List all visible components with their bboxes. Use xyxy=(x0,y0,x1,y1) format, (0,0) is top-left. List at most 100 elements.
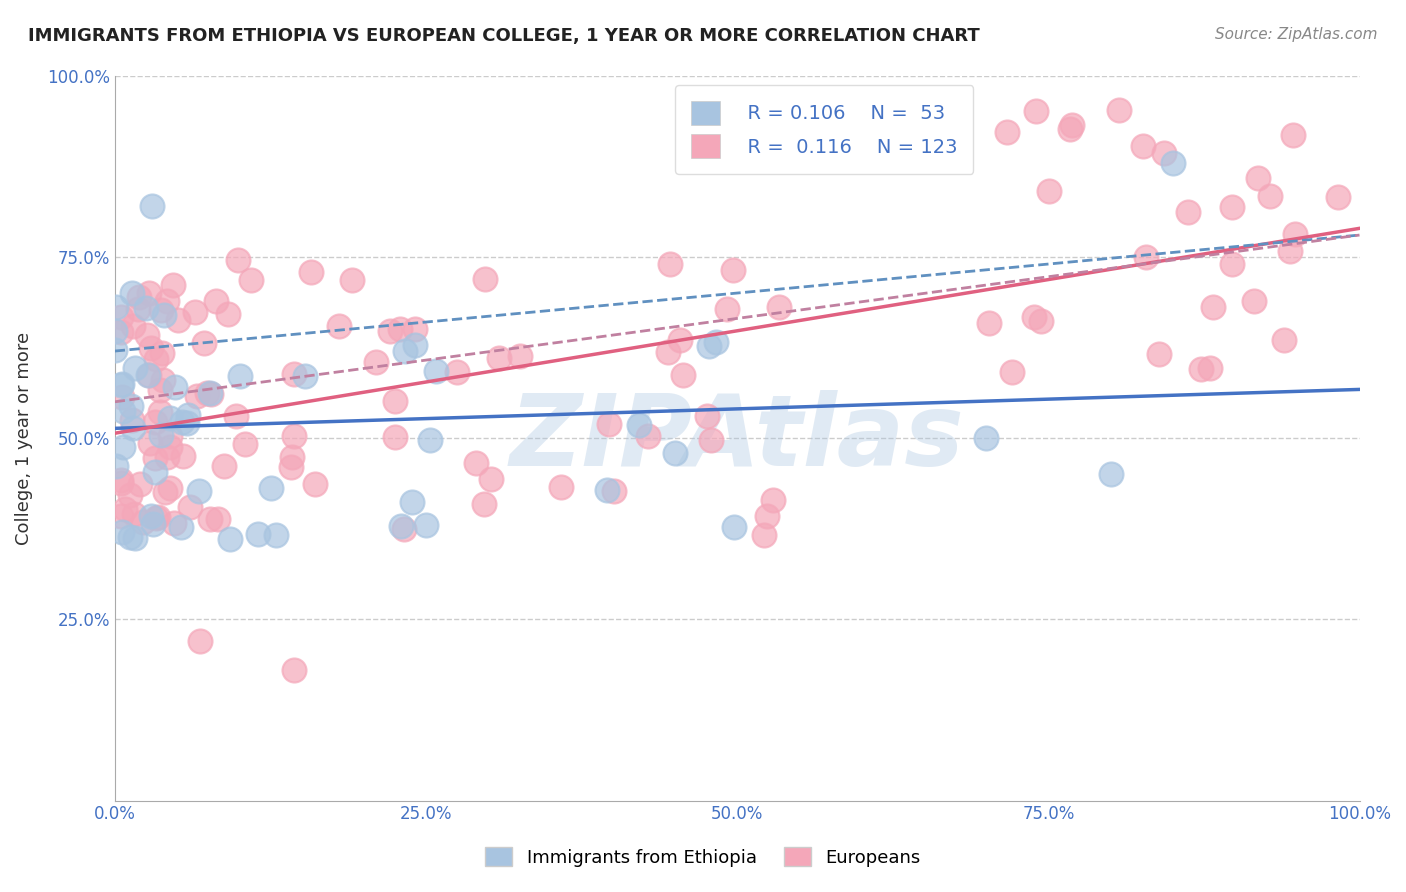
Text: ZIPAtlas: ZIPAtlas xyxy=(510,390,965,486)
Point xyxy=(1189,362,1212,376)
Point xyxy=(135,301,157,316)
Point xyxy=(111,377,134,392)
Point xyxy=(1272,334,1295,348)
Point xyxy=(200,386,222,401)
Point xyxy=(1099,467,1122,482)
Point xyxy=(198,512,221,526)
Point xyxy=(260,481,283,495)
Point xyxy=(110,325,132,339)
Text: Source: ZipAtlas.com: Source: ZipAtlas.com xyxy=(1215,27,1378,42)
Point xyxy=(1177,205,1199,219)
Point xyxy=(472,497,495,511)
Point xyxy=(179,500,201,515)
Point xyxy=(149,383,172,397)
Point xyxy=(184,304,207,318)
Point xyxy=(150,346,173,360)
Point xyxy=(141,199,163,213)
Point xyxy=(598,417,620,431)
Point xyxy=(152,372,174,386)
Point xyxy=(118,530,141,544)
Point xyxy=(509,350,531,364)
Point xyxy=(637,429,659,443)
Point xyxy=(266,528,288,542)
Point xyxy=(696,409,718,423)
Point xyxy=(124,507,146,521)
Point xyxy=(1202,301,1225,315)
Point xyxy=(239,273,262,287)
Point xyxy=(159,429,181,443)
Point xyxy=(1108,103,1130,117)
Point xyxy=(170,415,193,429)
Point xyxy=(121,413,143,427)
Point xyxy=(628,417,651,432)
Point xyxy=(162,277,184,292)
Point xyxy=(1247,171,1270,186)
Point xyxy=(217,307,239,321)
Point xyxy=(112,404,135,418)
Point xyxy=(1278,244,1301,258)
Point xyxy=(104,300,127,314)
Point xyxy=(110,310,132,324)
Point xyxy=(283,663,305,677)
Point xyxy=(415,518,437,533)
Point xyxy=(165,380,187,394)
Point xyxy=(226,253,249,268)
Point xyxy=(1258,189,1281,203)
Point xyxy=(697,339,720,353)
Point xyxy=(104,324,127,338)
Point xyxy=(141,509,163,524)
Point xyxy=(121,318,143,333)
Point xyxy=(204,293,226,308)
Point xyxy=(159,411,181,425)
Point xyxy=(716,302,738,317)
Point xyxy=(152,309,174,323)
Point xyxy=(143,415,166,429)
Point xyxy=(378,324,401,338)
Point xyxy=(143,466,166,480)
Point xyxy=(120,400,142,414)
Point xyxy=(149,405,172,419)
Point xyxy=(465,457,488,471)
Point xyxy=(247,527,270,541)
Point xyxy=(195,386,218,401)
Point xyxy=(153,484,176,499)
Point xyxy=(225,409,247,424)
Point xyxy=(1132,138,1154,153)
Point xyxy=(550,480,572,494)
Point xyxy=(172,449,194,463)
Point xyxy=(110,474,132,488)
Point xyxy=(401,494,423,508)
Point xyxy=(122,421,145,435)
Point xyxy=(283,367,305,381)
Point xyxy=(723,519,745,533)
Point xyxy=(1284,227,1306,242)
Point xyxy=(488,351,510,366)
Point xyxy=(118,488,141,502)
Point xyxy=(1059,122,1081,136)
Point xyxy=(340,273,363,287)
Point xyxy=(235,437,257,451)
Point xyxy=(389,518,412,533)
Point xyxy=(1147,347,1170,361)
Point xyxy=(111,390,134,404)
Point xyxy=(404,338,426,352)
Point xyxy=(124,532,146,546)
Point xyxy=(756,508,779,523)
Point xyxy=(188,483,211,498)
Point xyxy=(155,293,177,308)
Point xyxy=(150,428,173,442)
Point xyxy=(294,368,316,383)
Point xyxy=(1326,189,1348,203)
Point xyxy=(768,300,790,314)
Point xyxy=(132,516,155,530)
Point xyxy=(1025,103,1047,118)
Point xyxy=(664,445,686,459)
Point xyxy=(1135,250,1157,264)
Point xyxy=(995,125,1018,139)
Point xyxy=(163,516,186,530)
Point xyxy=(283,429,305,443)
Point xyxy=(146,509,169,524)
Point xyxy=(127,301,149,316)
Point xyxy=(974,431,997,445)
Point xyxy=(1029,314,1052,328)
